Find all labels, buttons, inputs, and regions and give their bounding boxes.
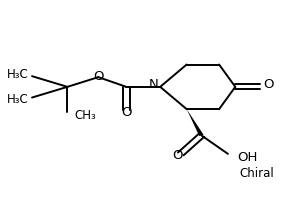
Text: OH: OH	[237, 151, 257, 164]
Polygon shape	[187, 109, 204, 136]
Text: Chiral: Chiral	[240, 167, 274, 180]
Text: O: O	[93, 70, 104, 83]
Text: H₃C: H₃C	[7, 93, 28, 106]
Text: O: O	[263, 78, 274, 91]
Text: H₃C: H₃C	[7, 68, 28, 81]
Text: O: O	[121, 106, 132, 119]
Text: N: N	[149, 78, 159, 91]
Text: CH₃: CH₃	[75, 109, 97, 122]
Text: O: O	[172, 149, 183, 162]
